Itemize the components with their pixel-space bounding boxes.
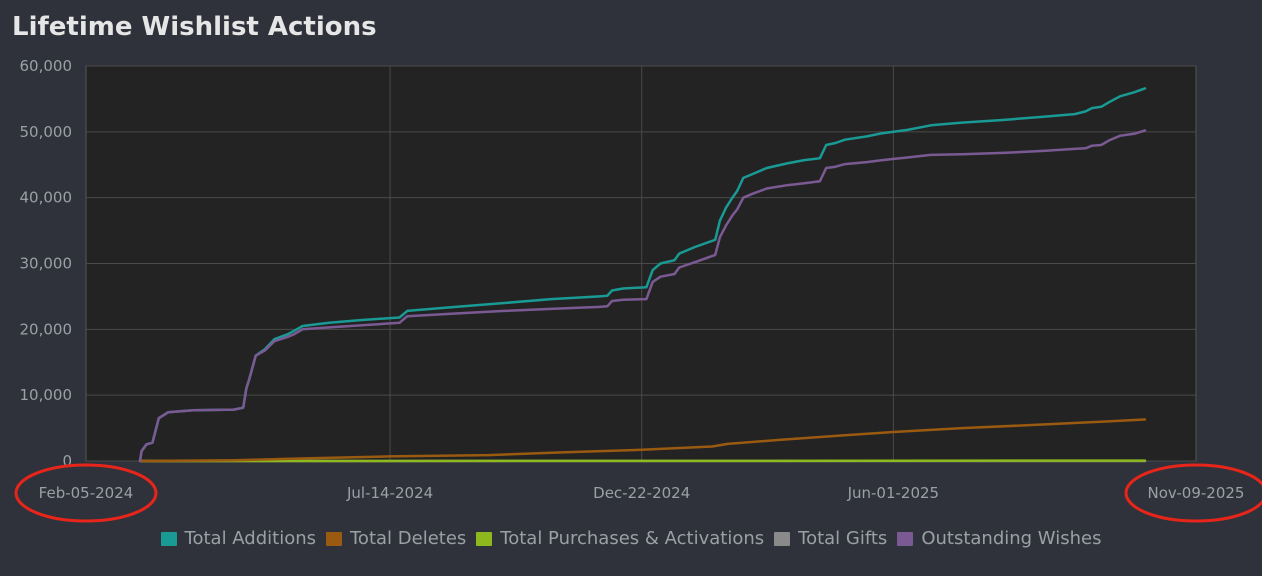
series-lines bbox=[138, 87, 1147, 463]
x-axis-ticks: Feb-05-2024 Jul-14-2024 Dec-22-2024 Jun-01-… bbox=[39, 484, 1245, 502]
y-tick-label: 0 bbox=[62, 452, 72, 470]
series-line-outstanding-wishes bbox=[138, 129, 1147, 463]
legend-item[interactable]: Total Purchases & Activations bbox=[476, 528, 764, 549]
highlight-ellipse bbox=[1124, 463, 1262, 523]
annotations bbox=[14, 463, 1262, 523]
legend-item[interactable]: Total Gifts bbox=[774, 528, 887, 549]
series-line-total-deletes bbox=[138, 418, 1147, 463]
y-tick-label: 60,000 bbox=[20, 57, 73, 75]
highlight-ellipse bbox=[14, 463, 158, 523]
x-tick-label: Jul-14-2024 bbox=[346, 484, 433, 502]
legend-label: Total Additions bbox=[184, 528, 316, 549]
legend-swatch bbox=[476, 531, 493, 546]
legend-label: Outstanding Wishes bbox=[921, 528, 1102, 549]
legend-label: Total Gifts bbox=[798, 528, 888, 549]
y-tick-label: 20,000 bbox=[20, 320, 73, 338]
chart-legend: Total Additions Total Deletes Total Purcha… bbox=[0, 528, 1262, 549]
chart-title: Lifetime Wishlist Actions bbox=[12, 12, 377, 42]
x-tick-label: Dec-22-2024 bbox=[593, 484, 690, 502]
y-axis-ticks: 0 10,000 20,000 30,000 40,000 50,000 60,000 bbox=[20, 57, 73, 470]
legend-swatch bbox=[326, 531, 342, 546]
y-tick-label: 30,000 bbox=[20, 255, 73, 273]
x-tick-label: Nov-09-2025 bbox=[1148, 484, 1245, 502]
legend-item[interactable]: Outstanding Wishes bbox=[897, 528, 1101, 549]
legend-swatch bbox=[160, 531, 177, 546]
grid-lines bbox=[86, 65, 1196, 462]
y-tick-label: 10,000 bbox=[20, 386, 73, 404]
legend-item[interactable]: Total Deletes bbox=[326, 528, 466, 549]
x-tick-label: Feb-05-2024 bbox=[39, 484, 134, 502]
legend-label: Total Purchases & Activations bbox=[500, 528, 765, 549]
y-tick-label: 50,000 bbox=[20, 123, 73, 141]
legend-swatch bbox=[774, 531, 791, 546]
y-tick-label: 40,000 bbox=[20, 189, 73, 207]
x-tick-label: Jun-01-2025 bbox=[847, 484, 940, 502]
legend-label: Total Deletes bbox=[350, 528, 467, 549]
legend-swatch bbox=[897, 531, 914, 546]
legend-item[interactable]: Total Additions bbox=[160, 528, 316, 549]
